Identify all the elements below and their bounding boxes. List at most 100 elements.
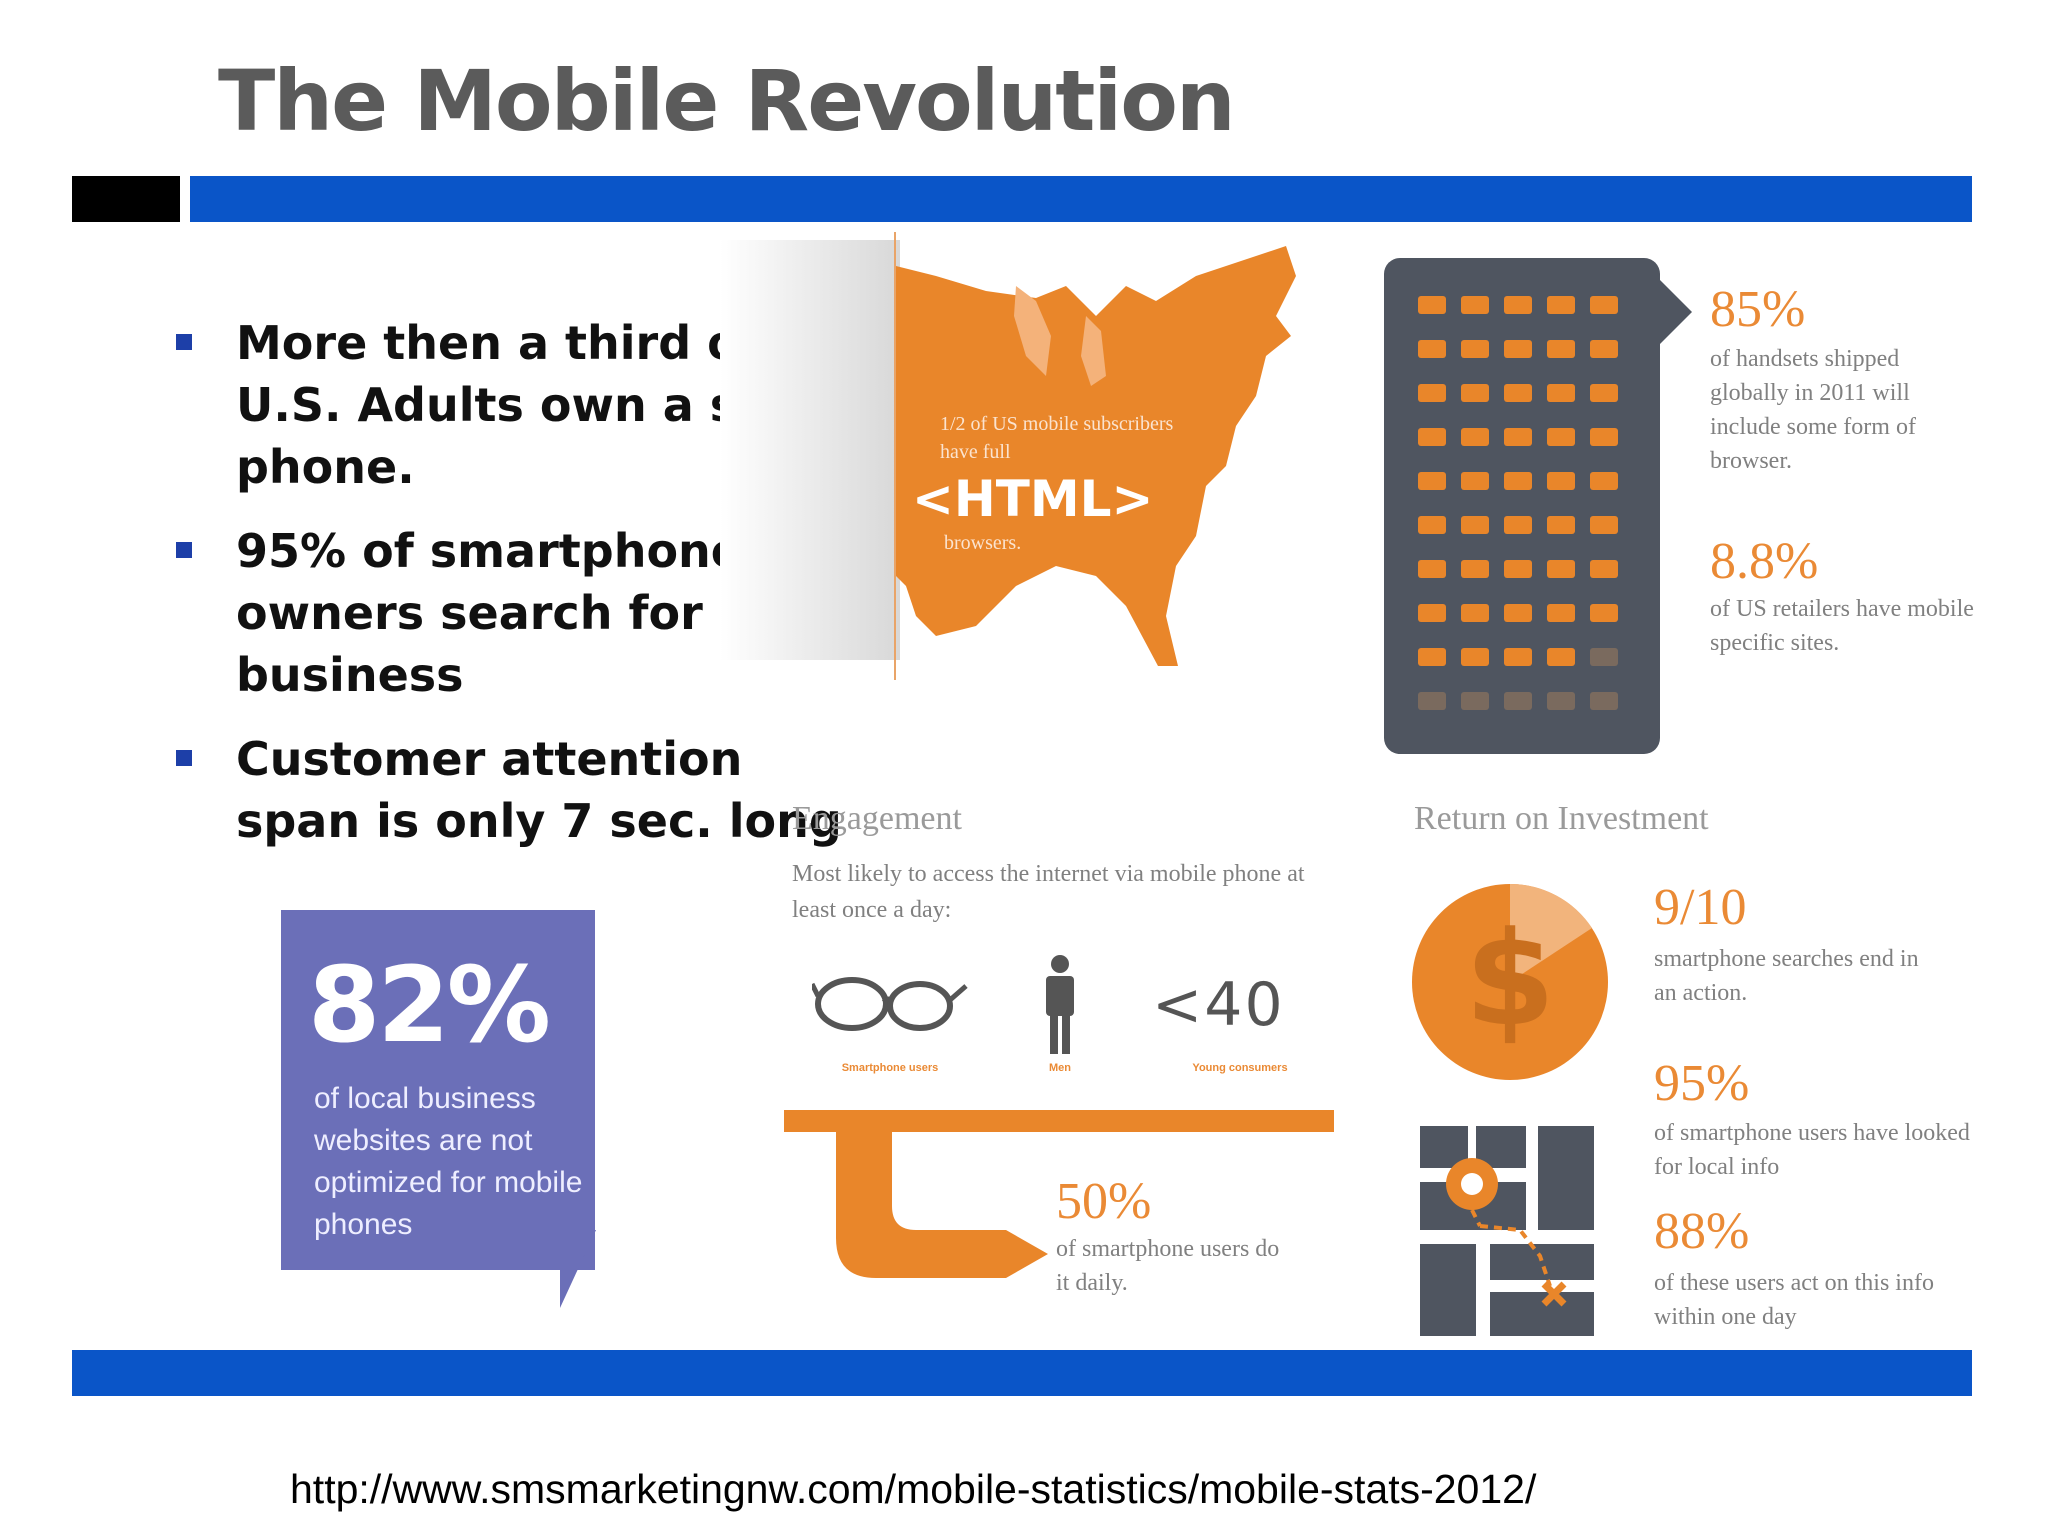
handset-icon: [1418, 340, 1446, 358]
handset-icon: [1504, 648, 1532, 666]
handset-icon: [1547, 604, 1575, 622]
bullet-item: More then a third of U.S. Adults own a s…: [170, 312, 870, 498]
map-caption: 1/2 of US mobile subscribers have full: [940, 413, 1174, 463]
handset-icon: [1461, 384, 1489, 402]
handset-icon: [1590, 296, 1618, 314]
callout-text: of local business websites are not optim…: [314, 1082, 583, 1241]
engagement-description: Most likely to access the internet via m…: [792, 861, 1305, 923]
handset-icon: [1590, 516, 1618, 534]
handset-icon: [1504, 560, 1532, 578]
bullet-marker-icon: [176, 750, 192, 766]
stat-text: smartphone searches end in an action.: [1654, 946, 1919, 1006]
handset-icon: [1461, 296, 1489, 314]
handset-icon: [1461, 340, 1489, 358]
handset-icon: [1418, 472, 1446, 490]
stat-value: 95%: [1654, 1055, 1750, 1112]
roi-heading: Return on Investment: [1414, 800, 1709, 837]
location-map-icon: [1420, 1126, 1594, 1336]
stat-value: 50%: [1056, 1173, 1152, 1230]
handset-icon: [1590, 384, 1618, 402]
stat-text: of these users act on this info within o…: [1654, 1270, 1934, 1330]
bullet-text: More then a third of U.S. Adults own a s…: [236, 316, 861, 494]
handset-icon: [1504, 384, 1532, 402]
handset-icon: [1504, 516, 1532, 534]
handset-icon: [1461, 428, 1489, 446]
bullet-marker-icon: [176, 334, 192, 350]
callout-tail: [560, 1230, 596, 1308]
handset-icon: [1418, 692, 1446, 710]
stat-text: of smartphone users have looked for loca…: [1654, 1120, 1970, 1180]
stat-text: of smartphone users do it daily.: [1056, 1236, 1280, 1296]
person-icon: [1046, 955, 1074, 1054]
handset-icon: [1547, 472, 1575, 490]
arrow-connector-icon: [836, 1130, 1048, 1278]
header-bar-black: [72, 176, 180, 222]
footer-bar-blue: [72, 1350, 1972, 1396]
handset-grid-panel: [1384, 258, 1660, 754]
dollar-coin-icon: $: [1412, 884, 1608, 1080]
handset-icon: [1547, 296, 1575, 314]
handset-icon: [1461, 516, 1489, 534]
handset-icon: [1418, 516, 1446, 534]
handset-icon: [1590, 428, 1618, 446]
handset-icon: [1461, 648, 1489, 666]
us-map-icon: [896, 246, 1296, 666]
handset-icon: [1590, 604, 1618, 622]
engagement-heading: Engagement: [792, 800, 962, 837]
handset-icon: [1461, 604, 1489, 622]
stat-value: 9/10: [1654, 879, 1747, 936]
handset-icon: [1547, 340, 1575, 358]
header-bar-blue: [190, 176, 1972, 222]
handset-icon: [1590, 692, 1618, 710]
handset-icon: [1547, 648, 1575, 666]
handset-icon: [1418, 648, 1446, 666]
icon-label: Smartphone users: [841, 1062, 939, 1074]
handset-icon: [1590, 648, 1618, 666]
grid-panel-tail: [1658, 278, 1692, 346]
map-caption-end: browsers.: [944, 532, 1022, 554]
stat-text: of US retailers have mobile specific sit…: [1710, 596, 1974, 656]
handset-icon: [1418, 560, 1446, 578]
stat-callout-box: [281, 910, 595, 1270]
stat-value: 85%: [1710, 281, 1806, 338]
handset-icon: [1590, 340, 1618, 358]
map-html-label: <HTML>: [912, 470, 1154, 528]
handset-icon: [1461, 560, 1489, 578]
icon-label: Young consumers: [1192, 1062, 1288, 1074]
handset-icon: [1504, 340, 1532, 358]
handset-icon: [1418, 604, 1446, 622]
slide-title: The Mobile Revolution: [218, 52, 1236, 150]
handset-icon: [1547, 692, 1575, 710]
callout-percentage: 82%: [308, 944, 551, 1066]
icon-label: Men: [1049, 1062, 1071, 1074]
handset-icon: [1504, 692, 1532, 710]
handset-icon: [1504, 428, 1532, 446]
handset-icon: [1504, 604, 1532, 622]
stat-text: of handsets shipped globally in 2011 wil…: [1710, 346, 1916, 474]
bullet-marker-icon: [176, 542, 192, 558]
handset-icon: [1547, 428, 1575, 446]
stat-value: 8.8%: [1710, 533, 1819, 590]
source-url: http://www.smsmarketingnw.com/mobile-sta…: [290, 1466, 1537, 1512]
age-under-40-text: <40: [1152, 970, 1285, 1040]
handset-icon: [1504, 472, 1532, 490]
handset-icon: [1418, 384, 1446, 402]
handset-icon: [1504, 296, 1532, 314]
map-shadow: [720, 240, 900, 660]
handset-icon: [1418, 296, 1446, 314]
handset-icon: [1461, 692, 1489, 710]
stat-value: 88%: [1654, 1203, 1750, 1260]
handset-icon: [1547, 560, 1575, 578]
handset-icon: [1547, 516, 1575, 534]
handset-icon: [1590, 560, 1618, 578]
handset-icon: [1590, 472, 1618, 490]
orange-shelf: [784, 1110, 1334, 1132]
handset-icon: [1461, 472, 1489, 490]
map-divider-line: [894, 232, 896, 680]
svg-text:$: $: [1465, 903, 1555, 1055]
handset-icon: [1547, 384, 1575, 402]
bullet-item: Customer attention span is only 7 sec. l…: [170, 728, 870, 852]
glasses-icon: [812, 977, 968, 1031]
bullet-text: Customer attention span is only 7 sec. l…: [236, 732, 842, 848]
handset-icon: [1418, 428, 1446, 446]
